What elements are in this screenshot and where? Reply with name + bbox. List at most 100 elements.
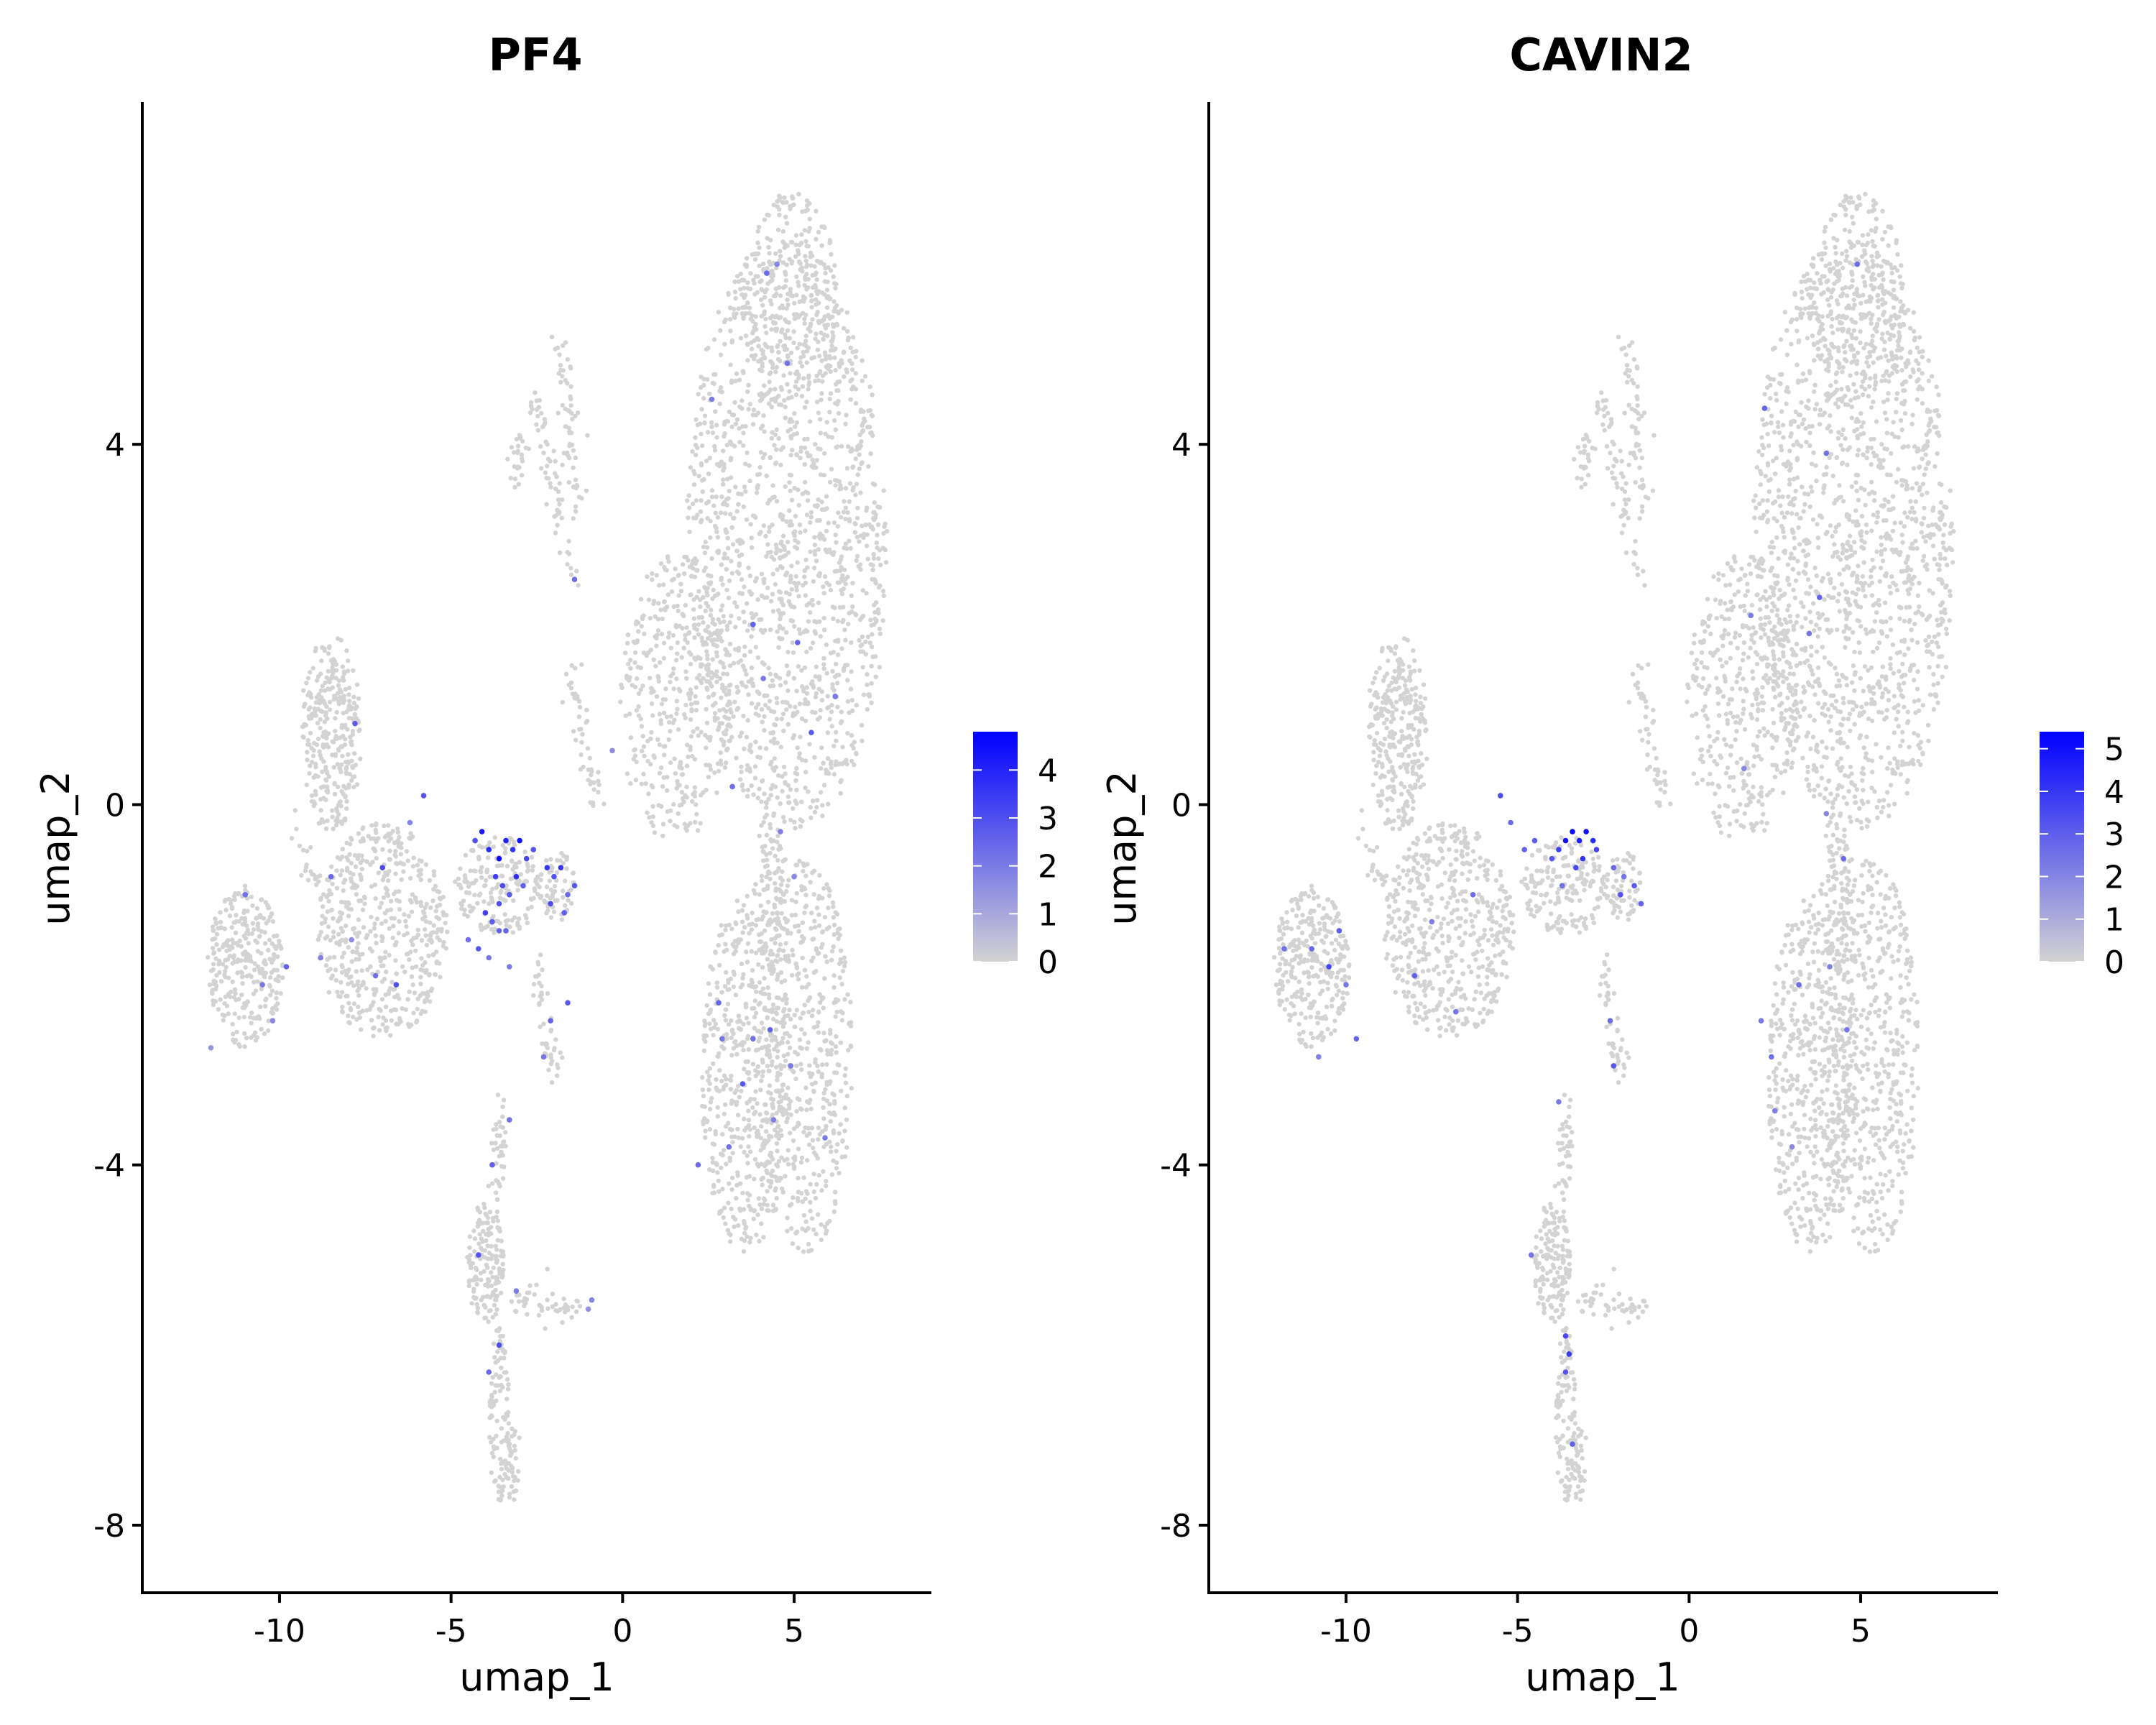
cell-point [738, 287, 743, 292]
cell-point [724, 587, 729, 592]
cell-point [418, 868, 423, 873]
cell-point [566, 538, 571, 544]
cell-point [630, 683, 635, 688]
cell-point [742, 1116, 747, 1122]
cell-point [333, 729, 338, 734]
cell-point [322, 719, 327, 724]
cell-point [807, 1070, 812, 1076]
cell-point [499, 1248, 504, 1254]
cell-point [690, 799, 695, 804]
cell-point [706, 345, 711, 351]
cell-point [732, 1090, 737, 1095]
cell-point [884, 529, 890, 534]
cell-point [801, 686, 806, 691]
cell-point [656, 678, 661, 684]
cell-point [301, 723, 307, 728]
cell-point [711, 642, 716, 647]
cell-point [335, 762, 340, 767]
cell-point [438, 975, 443, 980]
cell-point [785, 1116, 791, 1121]
cell-point [829, 1144, 834, 1149]
cell-point [763, 864, 768, 870]
cell-point [741, 788, 746, 793]
cell-point [724, 1124, 729, 1129]
cell-point [809, 1013, 815, 1018]
cell-point [814, 906, 820, 911]
cell-point [757, 245, 762, 250]
cell-point [487, 840, 492, 845]
cell-point [224, 907, 229, 913]
cell-point [326, 968, 331, 973]
cell-point [709, 670, 714, 675]
cell-point [415, 1018, 420, 1024]
cell-point [791, 676, 797, 681]
cell-point [759, 313, 764, 319]
cell-point [484, 1232, 489, 1237]
cell-point [557, 502, 562, 507]
cell-point [804, 287, 809, 292]
cell-point [700, 1087, 706, 1092]
cell-point [308, 730, 313, 736]
cell-point [473, 1274, 479, 1279]
cell-point [788, 704, 793, 709]
cell-point [568, 566, 573, 571]
cell-point [500, 1253, 505, 1258]
cell-point [773, 1027, 779, 1032]
cell-point [757, 892, 762, 897]
cell-point [745, 300, 750, 305]
cell-point [796, 502, 801, 508]
cell-point [418, 967, 423, 972]
cell-point [774, 1064, 779, 1070]
cell-point [731, 1046, 736, 1051]
cell-point [482, 1248, 487, 1253]
cell-point [816, 339, 821, 344]
cell-point [661, 710, 667, 716]
cell-point [431, 869, 436, 874]
cell-point [534, 422, 539, 427]
cell-point [798, 1045, 803, 1050]
cell-point [252, 980, 257, 985]
cell-point [524, 916, 529, 921]
cell-point [729, 735, 734, 740]
cell-point [346, 857, 351, 863]
cell-point [804, 360, 809, 365]
cell-point [346, 685, 352, 691]
cell-point [833, 368, 838, 373]
cell-point [817, 574, 822, 579]
cell-point [752, 338, 757, 344]
cell-point [749, 535, 755, 540]
cell-point [340, 1004, 345, 1010]
cell-point [533, 877, 538, 882]
cell-point [499, 1274, 505, 1280]
cell-point [773, 551, 779, 556]
cell-point [389, 1008, 394, 1013]
cell-point [720, 1132, 725, 1137]
cell-point [816, 321, 821, 326]
cell-point [728, 475, 734, 480]
cell-point [751, 1216, 756, 1222]
cell-point [237, 1044, 242, 1049]
cell-point [688, 734, 694, 739]
cell-point [314, 742, 320, 748]
cell-point [773, 941, 778, 946]
cell-point [333, 967, 338, 972]
cell-point [386, 991, 391, 996]
cell-point [349, 837, 354, 842]
cell-point [699, 385, 704, 390]
cell-point [843, 421, 848, 426]
cell-point [819, 697, 825, 703]
cell-point [802, 405, 808, 410]
cell-point [842, 546, 847, 551]
cell-point [847, 1021, 852, 1026]
cell-point [753, 882, 758, 887]
cell-point [835, 619, 841, 624]
cell-point [839, 646, 844, 651]
cell-point [346, 1013, 351, 1018]
cell-point [773, 461, 778, 466]
cell-point [782, 819, 787, 824]
cell-point [732, 279, 737, 285]
cell-point [811, 1227, 816, 1233]
cell-point [506, 1421, 511, 1426]
cell-point [405, 1021, 411, 1027]
cell-point [835, 444, 840, 449]
